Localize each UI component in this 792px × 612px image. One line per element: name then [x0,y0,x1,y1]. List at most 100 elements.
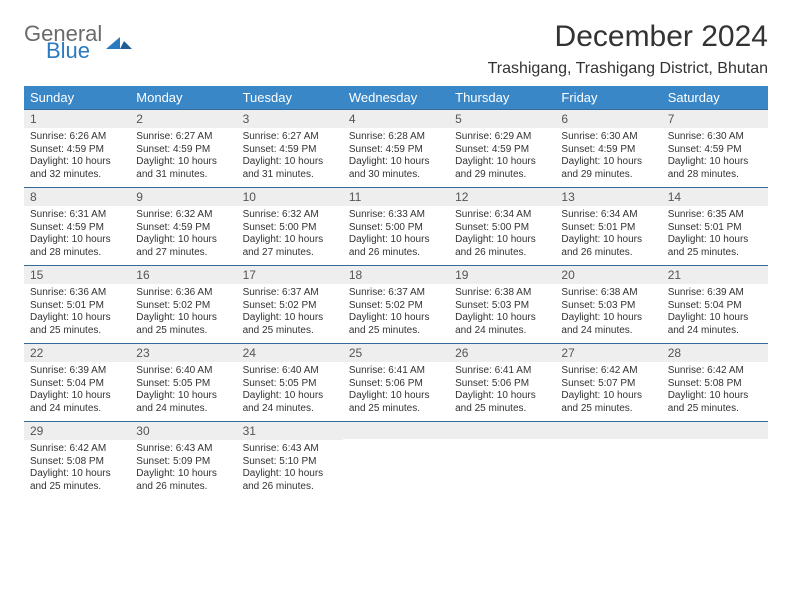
calendar: SundayMondayTuesdayWednesdayThursdayFrid… [24,86,768,499]
day-details: Sunrise: 6:38 AMSunset: 5:03 PMDaylight:… [449,284,555,343]
daylight-line: Daylight: 10 hours and 26 minutes. [455,234,549,259]
day-number: 10 [237,188,343,206]
daylight-line: Daylight: 10 hours and 26 minutes. [349,234,443,259]
logo-mark-icon [106,33,132,53]
page-title: December 2024 [488,20,768,54]
day-number: 9 [130,188,236,206]
sunrise-line: Sunrise: 6:39 AM [668,287,762,300]
calendar-day: 1Sunrise: 6:26 AMSunset: 4:59 PMDaylight… [24,110,130,187]
daylight-line: Daylight: 10 hours and 27 minutes. [136,234,230,259]
sunrise-line: Sunrise: 6:37 AM [349,287,443,300]
daylight-line: Daylight: 10 hours and 24 minutes. [455,312,549,337]
sunset-line: Sunset: 5:06 PM [349,378,443,391]
day-number: 5 [449,110,555,128]
day-details: Sunrise: 6:27 AMSunset: 4:59 PMDaylight:… [237,128,343,187]
calendar-day: 29 Sunrise: 6:42 AMSunset: 5:08 PMDayligh… [24,422,130,499]
daylight-line: Daylight: 10 hours and 29 minutes. [455,156,549,181]
sunrise-line: Sunrise: 6:40 AM [243,365,337,378]
day-number [662,422,768,439]
sunrise-line: Sunrise: 6:31 AM [30,209,124,222]
calendar-day: 19Sunrise: 6:38 AMSunset: 5:03 PMDayligh… [449,266,555,343]
day-number: 19 [449,266,555,284]
day-number: 4 [343,110,449,128]
sunrise-line: Sunrise: 6:27 AM [136,131,230,144]
day-number: 25 [343,344,449,362]
sunset-line: Sunset: 5:00 PM [349,222,443,235]
day-number: 15 [24,266,130,284]
sunrise-line: Sunrise: 6:41 AM [349,365,443,378]
day-number: 17 [237,266,343,284]
sunrise-line: Sunrise: 6:37 AM [243,287,337,300]
sunrise-line: Sunrise: 6:27 AM [243,131,337,144]
day-details: Sunrise: 6:39 AMSunset: 5:04 PMDaylight:… [24,362,130,421]
sunset-line: Sunset: 5:02 PM [243,300,337,313]
daylight-line: Daylight: 10 hours and 24 minutes. [668,312,762,337]
sunset-line: Sunset: 4:59 PM [349,144,443,157]
calendar-day [662,422,768,499]
day-details: Sunrise: 6:31 AMSunset: 4:59 PMDaylight:… [24,206,130,265]
day-number: 20 [555,266,661,284]
sunrise-line: Sunrise: 6:29 AM [455,131,549,144]
calendar-header-row: SundayMondayTuesdayWednesdayThursdayFrid… [24,86,768,109]
calendar-day: 4Sunrise: 6:28 AMSunset: 4:59 PMDaylight… [343,110,449,187]
calendar-day: 5Sunrise: 6:29 AMSunset: 4:59 PMDaylight… [449,110,555,187]
sunrise-line: Sunrise: 6:42 AM [30,443,124,456]
calendar-week: 15Sunrise: 6:36 AMSunset: 5:01 PMDayligh… [24,265,768,343]
daylight-line: Daylight: 10 hours and 26 minutes. [136,468,230,493]
day-number [343,422,449,439]
daylight-line: Daylight: 10 hours and 25 minutes. [30,312,124,337]
day-number: 16 [130,266,236,284]
daylight-line: Daylight: 10 hours and 31 minutes. [243,156,337,181]
sunset-line: Sunset: 5:00 PM [455,222,549,235]
sunset-line: Sunset: 5:00 PM [243,222,337,235]
calendar-day: 10Sunrise: 6:32 AMSunset: 5:00 PMDayligh… [237,188,343,265]
daylight-line: Daylight: 10 hours and 25 minutes. [30,468,124,493]
day-header: Monday [130,86,236,109]
day-details: Sunrise: 6:36 AMSunset: 5:02 PMDaylight:… [130,284,236,343]
day-details: Sunrise: 6:35 AMSunset: 5:01 PMDaylight:… [662,206,768,265]
day-details: Sunrise: 6:32 AMSunset: 5:00 PMDaylight:… [237,206,343,265]
sunrise-line: Sunrise: 6:34 AM [561,209,655,222]
calendar-day: 15Sunrise: 6:36 AMSunset: 5:01 PMDayligh… [24,266,130,343]
day-number: 28 [662,344,768,362]
sunset-line: Sunset: 5:05 PM [243,378,337,391]
calendar-day: 3Sunrise: 6:27 AMSunset: 4:59 PMDaylight… [237,110,343,187]
sunset-line: Sunset: 4:59 PM [30,222,124,235]
sunset-line: Sunset: 5:05 PM [136,378,230,391]
day-details: Sunrise: 6:42 AMSunset: 5:08 PMDaylight:… [662,362,768,421]
calendar-week: 22Sunrise: 6:39 AMSunset: 5:04 PMDayligh… [24,343,768,421]
day-details: Sunrise: 6:29 AMSunset: 4:59 PMDaylight:… [449,128,555,187]
day-number: 14 [662,188,768,206]
sunrise-line: Sunrise: 6:38 AM [455,287,549,300]
daylight-line: Daylight: 10 hours and 24 minutes. [561,312,655,337]
calendar-day: 26Sunrise: 6:41 AMSunset: 5:06 PMDayligh… [449,344,555,421]
day-number: 27 [555,344,661,362]
sunrise-line: Sunrise: 6:35 AM [668,209,762,222]
sunset-line: Sunset: 4:59 PM [561,144,655,157]
day-details: Sunrise: 6:37 AMSunset: 5:02 PMDaylight:… [343,284,449,343]
day-details: Sunrise: 6:38 AMSunset: 5:03 PMDaylight:… [555,284,661,343]
day-number: 13 [555,188,661,206]
day-number: 7 [662,110,768,128]
day-header: Saturday [662,86,768,109]
sunset-line: Sunset: 5:08 PM [30,456,124,469]
day-number: 29 [24,422,130,440]
day-number: 12 [449,188,555,206]
sunrise-line: Sunrise: 6:26 AM [30,131,124,144]
calendar-day [343,422,449,499]
sunset-line: Sunset: 4:59 PM [30,144,124,157]
day-details: Sunrise: 6:33 AMSunset: 5:00 PMDaylight:… [343,206,449,265]
day-number: 31 [237,422,343,440]
calendar-day: 17Sunrise: 6:37 AMSunset: 5:02 PMDayligh… [237,266,343,343]
calendar-day: 7Sunrise: 6:30 AMSunset: 4:59 PMDaylight… [662,110,768,187]
calendar-day: 16Sunrise: 6:36 AMSunset: 5:02 PMDayligh… [130,266,236,343]
day-number [449,422,555,439]
sunrise-line: Sunrise: 6:34 AM [455,209,549,222]
sunrise-line: Sunrise: 6:30 AM [561,131,655,144]
sunrise-line: Sunrise: 6:40 AM [136,365,230,378]
day-number: 24 [237,344,343,362]
page-subtitle: Trashigang, Trashigang District, Bhutan [488,60,768,78]
sunset-line: Sunset: 5:02 PM [349,300,443,313]
day-number: 6 [555,110,661,128]
calendar-week: 29Sunrise: 6:42 AMSunset: 5:08 PMDayligh… [24,421,768,499]
